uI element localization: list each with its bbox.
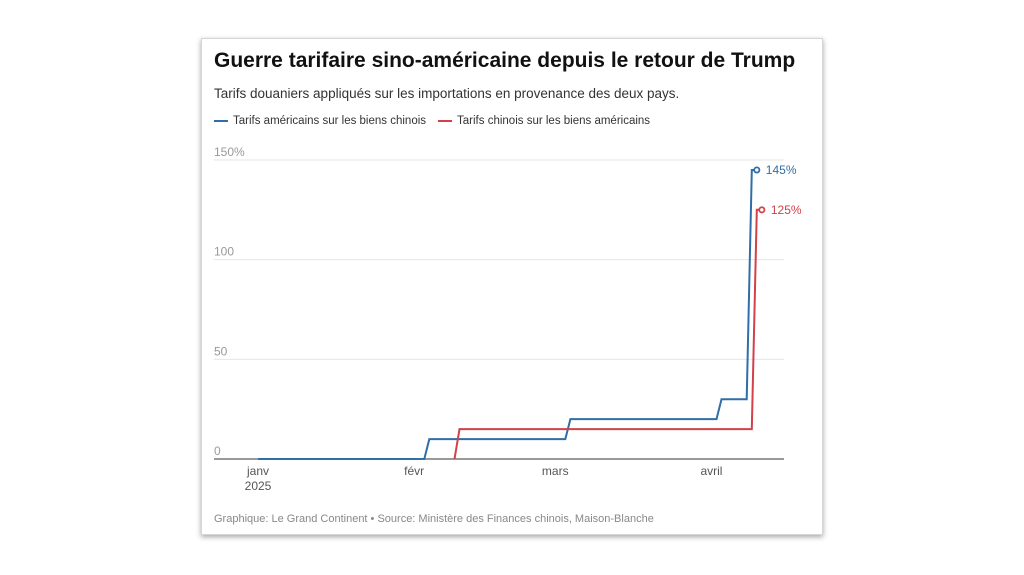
chart-title: Guerre tarifaire sino-américaine depuis … [214,49,796,72]
chart-subtitle: Tarifs douaniers appliqués sur les impor… [214,86,680,101]
series-line-0 [258,169,757,460]
legend-label-us: Tarifs américains sur les biens chinois [233,115,427,127]
legend-item-us-tariffs: Tarifs américains sur les biens chinois [214,115,426,127]
legend-swatch-us [214,120,228,122]
x-tick-label: mars [542,464,569,478]
legend-label-china: Tarifs chinois sur les biens américains [457,115,651,127]
chart-source: Graphique: Le Grand Continent • Source: … [214,513,654,525]
x-tick-sublabel: 2025 [245,479,272,493]
x-tick-label: avril [700,464,722,478]
x-tick-label: janv [246,464,269,478]
y-tick-label: 100 [214,245,234,259]
y-tick-label: 50 [214,344,228,358]
series-end-marker-0 [753,166,761,174]
series-line-1 [453,208,762,460]
series-end-marker-1 [758,206,766,214]
legend-item-china-tariffs: Tarifs chinois sur les biens américains [438,115,650,127]
series-end-label-1: 125% [771,203,802,217]
x-tick-label: févr [404,464,424,478]
y-tick-label: 150% [214,145,245,159]
chart-card: Guerre tarifaire sino-américaine depuis … [201,38,823,535]
series-end-label-0: 145% [766,163,797,177]
legend-swatch-china [438,120,453,122]
chart-legend: Tarifs américains sur les biens chinois … [214,115,662,127]
y-tick-label: 0 [214,444,221,458]
